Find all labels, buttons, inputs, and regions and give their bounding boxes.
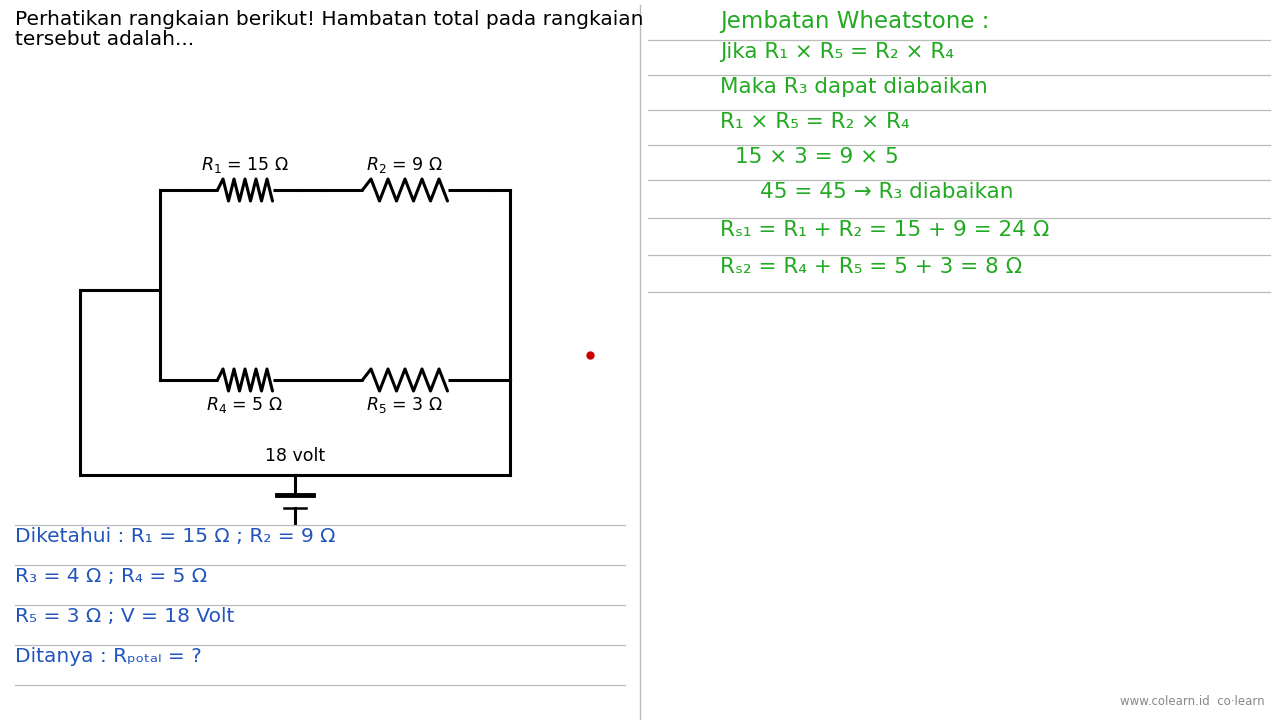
Text: 15 × 3 = 9 × 5: 15 × 3 = 9 × 5	[735, 147, 899, 167]
Text: Rₛ₂ = R₄ + R₅ = 5 + 3 = 8 Ω: Rₛ₂ = R₄ + R₅ = 5 + 3 = 8 Ω	[719, 257, 1023, 277]
Text: $\mathit{R}_4$ = 5 Ω: $\mathit{R}_4$ = 5 Ω	[206, 395, 284, 415]
Text: Jika R₁ × R₅ = R₂ × R₄: Jika R₁ × R₅ = R₂ × R₄	[719, 42, 954, 62]
Text: 45 = 45 → R₃ diabaikan: 45 = 45 → R₃ diabaikan	[760, 182, 1014, 202]
Text: Maka R₃ dapat diabaikan: Maka R₃ dapat diabaikan	[719, 77, 988, 97]
Text: Rₛ₁ = R₁ + R₂ = 15 + 9 = 24 Ω: Rₛ₁ = R₁ + R₂ = 15 + 9 = 24 Ω	[719, 220, 1050, 240]
Text: Ditanya : Rₚₒₜₐₗ = ?: Ditanya : Rₚₒₜₐₗ = ?	[15, 647, 202, 666]
Text: $\mathit{R}_1$ = 15 Ω: $\mathit{R}_1$ = 15 Ω	[201, 155, 289, 175]
Text: Diketahui : R₁ = 15 Ω ; R₂ = 9 Ω: Diketahui : R₁ = 15 Ω ; R₂ = 9 Ω	[15, 527, 335, 546]
Text: www.colearn.id  co·learn: www.colearn.id co·learn	[1120, 695, 1265, 708]
Text: $\mathit{R}_5$ = 3 Ω: $\mathit{R}_5$ = 3 Ω	[366, 395, 444, 415]
Text: R₃ = 4 Ω ; R₄ = 5 Ω: R₃ = 4 Ω ; R₄ = 5 Ω	[15, 567, 207, 586]
Text: Perhatikan rangkaian berikut! Hambatan total pada rangkaian: Perhatikan rangkaian berikut! Hambatan t…	[15, 10, 644, 29]
Text: R₁ × R₅ = R₂ × R₄: R₁ × R₅ = R₂ × R₄	[719, 112, 910, 132]
Text: 18 volt: 18 volt	[265, 447, 325, 465]
Text: Jembatan Wheatstone :: Jembatan Wheatstone :	[719, 10, 989, 33]
Text: R₅ = 3 Ω ; V = 18 Volt: R₅ = 3 Ω ; V = 18 Volt	[15, 607, 234, 626]
Text: $\mathit{R}_2$ = 9 Ω: $\mathit{R}_2$ = 9 Ω	[366, 155, 444, 175]
Text: tersebut adalah...: tersebut adalah...	[15, 30, 195, 49]
